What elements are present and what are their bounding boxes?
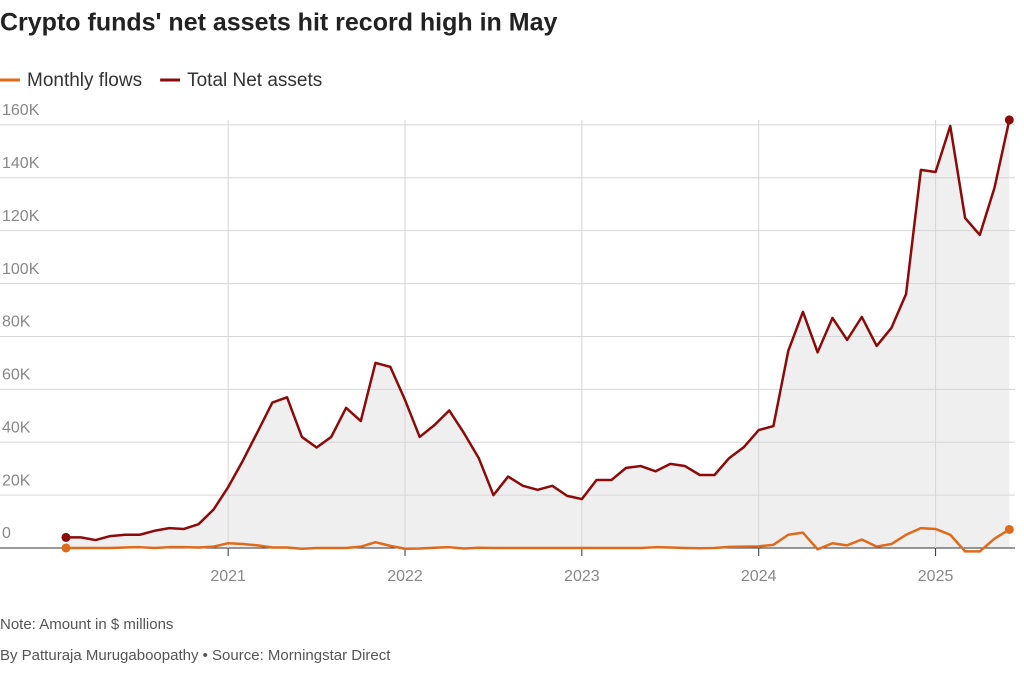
end-dot	[61, 532, 71, 542]
end-dot	[61, 543, 71, 553]
y-tick-label: 0	[2, 525, 11, 542]
y-tick-label: 100K	[2, 261, 40, 278]
line	[65, 119, 1011, 542]
y-tick-label: 40K	[2, 419, 31, 436]
y-tick-label: 120K	[2, 208, 40, 225]
y-tick-label: 60K	[2, 367, 31, 384]
area	[65, 119, 1010, 548]
y-tick-label: 160K	[2, 102, 40, 119]
source: By Patturaja Murugaboopathy • Source: Mo…	[0, 647, 391, 664]
x-tick-label: 2022	[387, 568, 423, 585]
note: Note: Amount in $ millions	[0, 616, 173, 633]
end-dot	[1004, 524, 1014, 534]
y-tick-label: 80K	[2, 314, 31, 331]
legend-label: Monthly flows	[27, 70, 142, 91]
legend-label: Total Net assets	[187, 70, 322, 91]
x-tick-label: 2023	[564, 568, 600, 585]
x-tick-label: 2025	[918, 568, 954, 585]
y-tick-label: 20K	[2, 472, 31, 489]
y-tick-label: 140K	[2, 155, 40, 172]
chart-title: Crypto funds' net assets hit record high…	[0, 9, 558, 37]
end-dot	[1004, 115, 1014, 125]
line	[65, 526, 1010, 553]
x-tick-label: 2021	[210, 568, 246, 585]
x-tick-label: 2024	[741, 568, 777, 585]
